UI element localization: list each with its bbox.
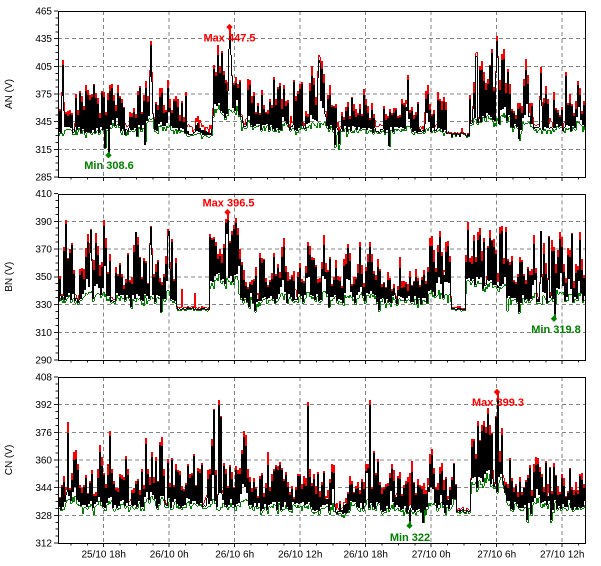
svg-text:27/10 0h: 27/10 0h: [412, 550, 451, 561]
svg-text:310: 310: [35, 328, 52, 339]
svg-text:376: 376: [35, 428, 52, 439]
svg-text:344: 344: [35, 483, 52, 494]
svg-text:27/10 6h: 27/10 6h: [477, 550, 516, 561]
svg-text:27/10 12h: 27/10 12h: [540, 550, 585, 561]
svg-text:AN (V): AN (V): [4, 79, 15, 109]
svg-text:26/10 6h: 26/10 6h: [215, 550, 254, 561]
svg-text:Max 396.5: Max 396.5: [203, 197, 255, 209]
svg-text:350: 350: [35, 272, 52, 283]
svg-text:375: 375: [35, 90, 52, 101]
svg-text:465: 465: [35, 7, 52, 18]
svg-text:25/10 18h: 25/10 18h: [81, 550, 126, 561]
svg-text:328: 328: [35, 511, 52, 522]
svg-text:408: 408: [35, 373, 52, 384]
svg-text:345: 345: [35, 117, 52, 128]
svg-text:330: 330: [35, 300, 52, 311]
svg-text:Min 322: Min 322: [390, 532, 430, 544]
svg-text:360: 360: [35, 456, 52, 467]
svg-text:26/10 18h: 26/10 18h: [343, 550, 388, 561]
svg-text:410: 410: [35, 189, 52, 200]
svg-text:290: 290: [35, 356, 52, 367]
svg-text:BN (V): BN (V): [4, 262, 15, 292]
svg-text:Max 399.3: Max 399.3: [472, 397, 524, 409]
svg-text:Max 447.5: Max 447.5: [204, 33, 256, 45]
svg-text:26/10 12h: 26/10 12h: [278, 550, 323, 561]
svg-text:285: 285: [35, 173, 52, 184]
svg-text:315: 315: [35, 145, 52, 156]
svg-text:26/10 0h: 26/10 0h: [150, 550, 189, 561]
svg-text:405: 405: [35, 62, 52, 73]
svg-text:390: 390: [35, 217, 52, 228]
svg-text:CN (V): CN (V): [4, 445, 15, 476]
svg-text:370: 370: [35, 245, 52, 256]
svg-text:Min 308.6: Min 308.6: [84, 160, 134, 172]
svg-text:312: 312: [35, 539, 52, 550]
svg-text:435: 435: [35, 34, 52, 45]
svg-text:392: 392: [35, 400, 52, 411]
svg-text:Min 319.8: Min 319.8: [531, 324, 581, 336]
